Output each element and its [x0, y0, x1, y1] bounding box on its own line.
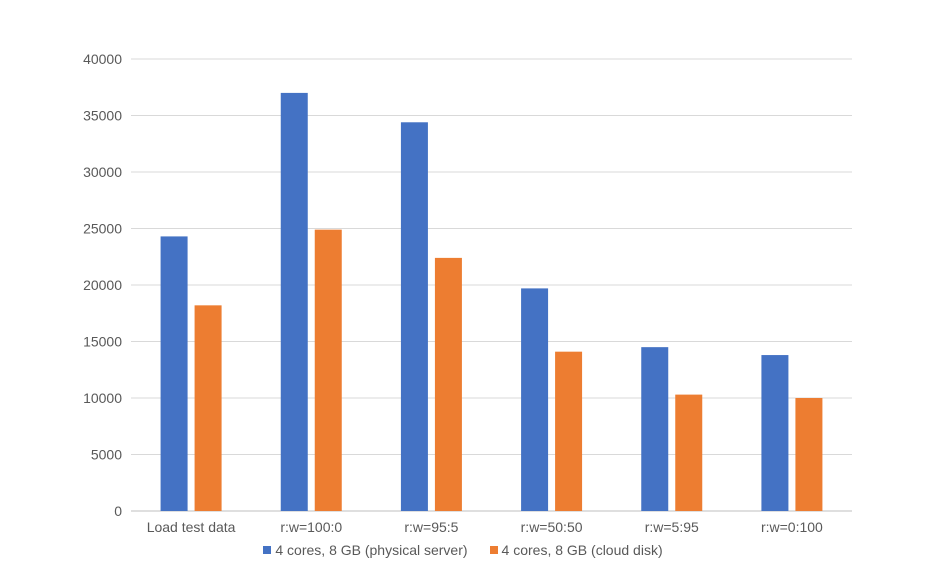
y-tick-label: 15000: [83, 334, 122, 350]
bars: [160, 92, 823, 512]
y-tick-label: 25000: [83, 221, 122, 237]
y-tick-label: 40000: [83, 51, 122, 67]
y-tick-label: 35000: [83, 108, 122, 124]
x-tick-label: r:w=50:50: [521, 519, 583, 535]
x-tick-label: r:w=95:5: [404, 519, 458, 535]
legend-item-physical-server: 4 cores, 8 GB (physical server): [263, 542, 468, 558]
legend-swatch-cloud-disk: [489, 546, 498, 554]
bar-physical-server: [160, 236, 188, 511]
x-tick-label: r:w=100:0: [280, 519, 342, 535]
bar-cloud-disk: [314, 229, 342, 511]
bar-physical-server: [280, 92, 308, 512]
legend-label-physical-server: 4 cores, 8 GB (physical server): [275, 542, 468, 558]
y-tick-label: 5000: [91, 447, 122, 463]
bar-cloud-disk: [434, 257, 462, 511]
legend-label-cloud-disk: 4 cores, 8 GB (cloud disk): [501, 542, 663, 558]
bar-cloud-disk: [795, 398, 823, 511]
legend: 4 cores, 8 GB (physical server) 4 cores,…: [0, 542, 926, 558]
bar-cloud-disk: [555, 351, 583, 511]
x-tick-label: Load test data: [147, 519, 236, 535]
bar-physical-server: [761, 355, 789, 511]
y-tick-label: 0: [114, 503, 122, 519]
legend-item-cloud-disk: 4 cores, 8 GB (cloud disk): [489, 542, 663, 558]
x-axis: Load test data r:w=100:0 r:w=95:5 r:w=50:50…: [147, 519, 823, 535]
gridlines: [131, 58, 852, 512]
bar-physical-server: [400, 122, 428, 511]
bar-cloud-disk: [675, 394, 703, 511]
bar-cloud-disk: [194, 305, 222, 511]
y-tick-label: 10000: [83, 390, 122, 406]
legend-swatch-physical-server: [263, 546, 272, 554]
y-tick-label: 20000: [83, 277, 122, 293]
y-tick-label: 30000: [83, 164, 122, 180]
x-tick-label: r:w=5:95: [645, 519, 699, 535]
bar-physical-server: [521, 288, 549, 511]
x-tick-label: r:w=0:100: [761, 519, 823, 535]
bar-physical-server: [641, 347, 669, 511]
y-axis: 0 5000 10000 15000 20000 25000 30000 35000 40000: [83, 51, 122, 519]
